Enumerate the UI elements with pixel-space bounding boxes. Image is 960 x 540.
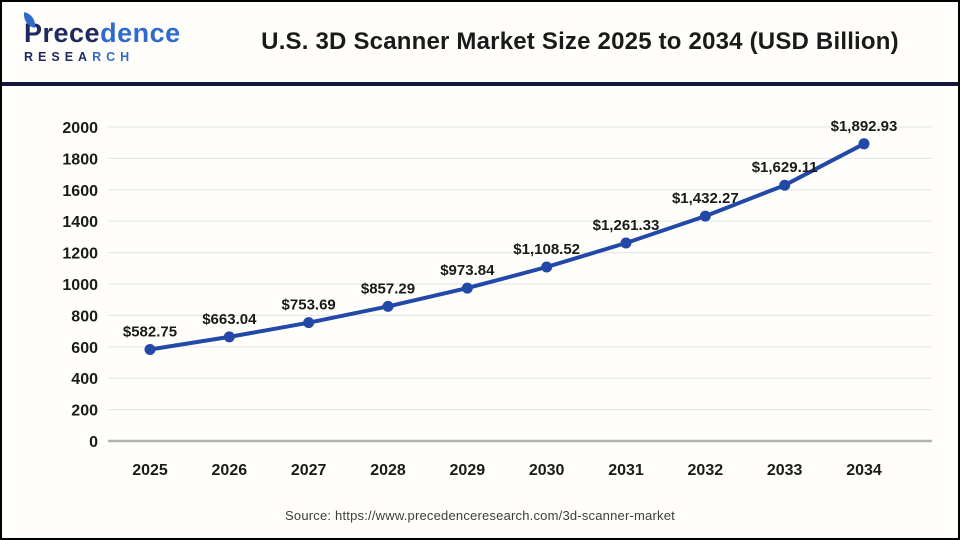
footer: Source: https://www.precedenceresearch.c… <box>2 492 958 538</box>
y-axis-tick: 800 <box>71 308 98 325</box>
header: Precedence RESEARCH U.S. 3D Scanner Mark… <box>2 2 958 82</box>
logo-research-dark: RESEA <box>24 50 93 65</box>
x-axis-tick: 2028 <box>370 462 406 479</box>
x-axis-tick: 2027 <box>291 462 327 479</box>
data-point <box>620 237 632 249</box>
line-chart: 0 200 400 600 800 1000 1200 1400 1600 1800 2000 202… <box>2 86 958 492</box>
logo-word-light: dence <box>100 18 181 49</box>
data-point <box>223 331 235 343</box>
data-point-label: $857.29 <box>361 280 415 297</box>
y-axis-tick: 1000 <box>62 277 98 294</box>
x-axis-tick: 2034 <box>846 462 882 479</box>
x-axis-tick: 2029 <box>450 462 486 479</box>
series-line <box>148 141 866 352</box>
source-text: Source: https://www.precedenceresearch.c… <box>285 507 675 523</box>
data-point <box>144 344 156 356</box>
y-axis-tick: 1200 <box>62 246 98 263</box>
y-axis-tick: 0 <box>89 434 98 451</box>
precedence-research-logo: Precedence RESEARCH <box>2 12 202 64</box>
data-point <box>541 261 553 273</box>
data-point <box>858 138 870 150</box>
x-axis-tick: 2025 <box>132 462 168 479</box>
data-point <box>303 317 315 329</box>
x-axis-tick: 2026 <box>212 462 248 479</box>
data-point <box>382 300 394 312</box>
data-point <box>779 179 791 191</box>
data-point-label: $1,432.27 <box>672 190 739 207</box>
logo-research-label: RESEARCH <box>24 51 202 64</box>
x-axis-tick: 2033 <box>767 462 803 479</box>
data-point-label: $1,108.52 <box>513 241 580 258</box>
data-point-label: $1,261.33 <box>593 217 660 234</box>
y-axis-tick: 600 <box>71 340 98 357</box>
data-point-label: $663.04 <box>202 311 257 328</box>
header-divider <box>2 82 958 86</box>
title-wrap: U.S. 3D Scanner Market Size 2025 to 2034… <box>202 28 958 56</box>
chart-canvas: 0 200 400 600 800 1000 1200 1400 1600 1800 2000 202… <box>62 118 932 479</box>
logo-wordmark: Precedence <box>22 12 202 49</box>
y-axis-tick: 1800 <box>62 151 98 168</box>
y-axis-tick: 1600 <box>62 183 98 200</box>
y-axis-tick: 2000 <box>62 120 98 137</box>
y-axis-tick: 400 <box>71 371 98 388</box>
x-axis-tick: 2030 <box>529 462 565 479</box>
data-point-label: $753.69 <box>282 297 336 314</box>
logo-word-dark: Prece <box>24 18 101 49</box>
x-axis-tick: 2032 <box>688 462 724 479</box>
logo-research-light: RCH <box>92 50 135 65</box>
chart-title: U.S. 3D Scanner Market Size 2025 to 2034… <box>261 28 899 55</box>
x-axis-tick: 2031 <box>608 462 644 479</box>
data-point-label: $1,892.93 <box>831 118 898 135</box>
y-axis-tick: 1400 <box>62 214 98 231</box>
y-axis-tick: 200 <box>71 403 98 420</box>
data-point-label: $973.84 <box>440 262 495 279</box>
data-point <box>461 282 473 294</box>
data-point-label: $582.75 <box>123 324 177 341</box>
data-point <box>699 210 711 222</box>
data-point-label: $1,629.11 <box>752 159 818 176</box>
